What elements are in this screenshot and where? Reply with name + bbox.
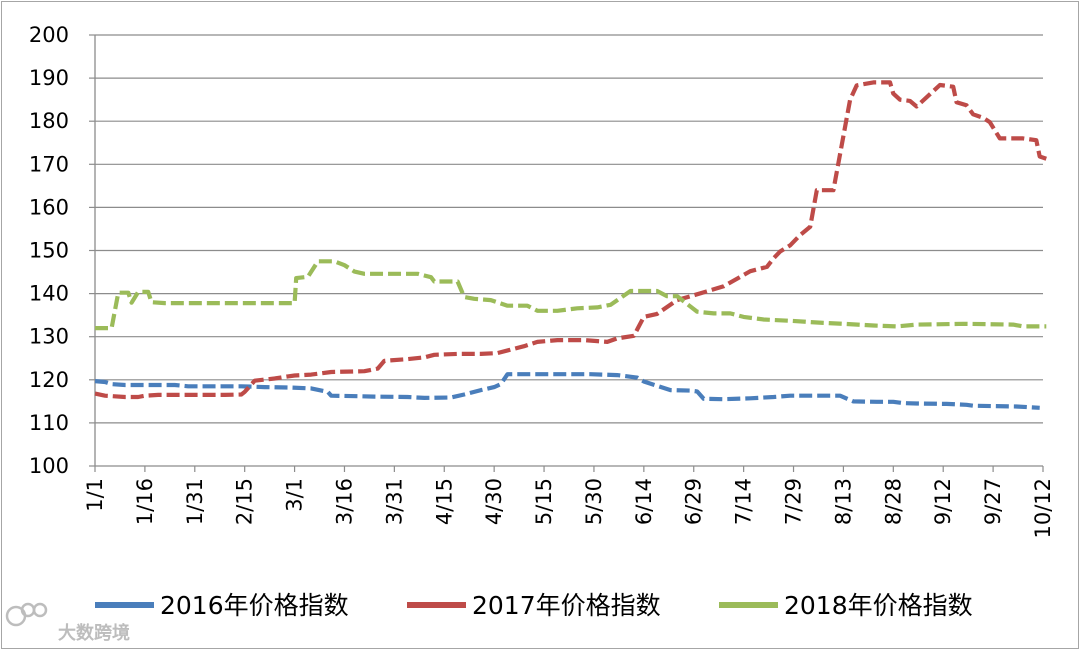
x-tick-label: 1/1 (83, 478, 107, 512)
x-tick-label: 7/29 (782, 478, 806, 525)
y-tick-label: 130 (29, 325, 69, 349)
x-tick-labels: 1/1 1/16 1/31 2/15 3/1 3/16 3/31 4/15 4/30 5/15 5/… (83, 478, 1055, 539)
gridlines (95, 34, 1043, 424)
legend-item: 2018年价格指数 (719, 591, 973, 620)
legend-label: 2016年价格指数 (160, 591, 349, 620)
y-tick-label: 140 (29, 282, 69, 306)
x-tick-label: 10/12 (1031, 478, 1055, 539)
x-tick-label: 7/14 (732, 478, 756, 525)
x-tick-label: 6/14 (632, 478, 656, 525)
x-tick-label: 9/27 (981, 478, 1005, 525)
series-line-1 (94, 372, 1040, 410)
series-line-3 (95, 259, 1047, 331)
series-line-2 (94, 80, 1047, 400)
x-tick-label: 1/31 (183, 478, 207, 525)
y-tick-label: 110 (29, 411, 69, 435)
x-tick-label: 5/30 (582, 478, 606, 525)
x-tick-label: 6/29 (682, 478, 706, 525)
x-tick-label: 1/16 (133, 478, 157, 525)
x-tick-label: 3/31 (382, 478, 406, 525)
y-tick-label: 180 (29, 109, 69, 133)
y-tick-label: 200 (29, 23, 69, 47)
x-tick-label: 8/13 (831, 478, 855, 525)
legend-label: 2017年价格指数 (472, 591, 661, 620)
watermark-text: 大数跨境 (58, 622, 130, 644)
x-tick-label: 8/28 (881, 478, 905, 525)
y-tick-label: 160 (29, 195, 69, 219)
x-tick-label: 4/30 (482, 478, 506, 525)
legend-item: 2016年价格指数 (95, 591, 349, 620)
legend-label: 2018年价格指数 (784, 591, 973, 620)
series-lines (94, 80, 1047, 410)
x-tick-label: 5/15 (532, 478, 556, 525)
y-tick-label: 100 (29, 454, 69, 478)
x-tick-label: 9/12 (931, 478, 955, 525)
legend: 2016年价格指数 2017年价格指数 2018年价格指数 (95, 591, 973, 620)
x-tick-label: 4/15 (432, 478, 456, 525)
x-tick-label: 2/15 (233, 478, 257, 525)
logo-icon (5, 602, 48, 627)
y-tick-label: 170 (29, 152, 69, 176)
watermark: 大数跨境 (5, 602, 130, 644)
y-tick-label: 120 (29, 368, 69, 392)
y-tick-labels: 100 110 120 130 140 150 160 170 180 190 200 (29, 23, 69, 478)
y-tick-label: 190 (29, 66, 69, 90)
x-tick-label: 3/16 (332, 478, 356, 525)
y-tick-label: 150 (29, 239, 69, 263)
x-tick-label: 3/1 (283, 478, 307, 512)
legend-item: 2017年价格指数 (407, 591, 661, 620)
